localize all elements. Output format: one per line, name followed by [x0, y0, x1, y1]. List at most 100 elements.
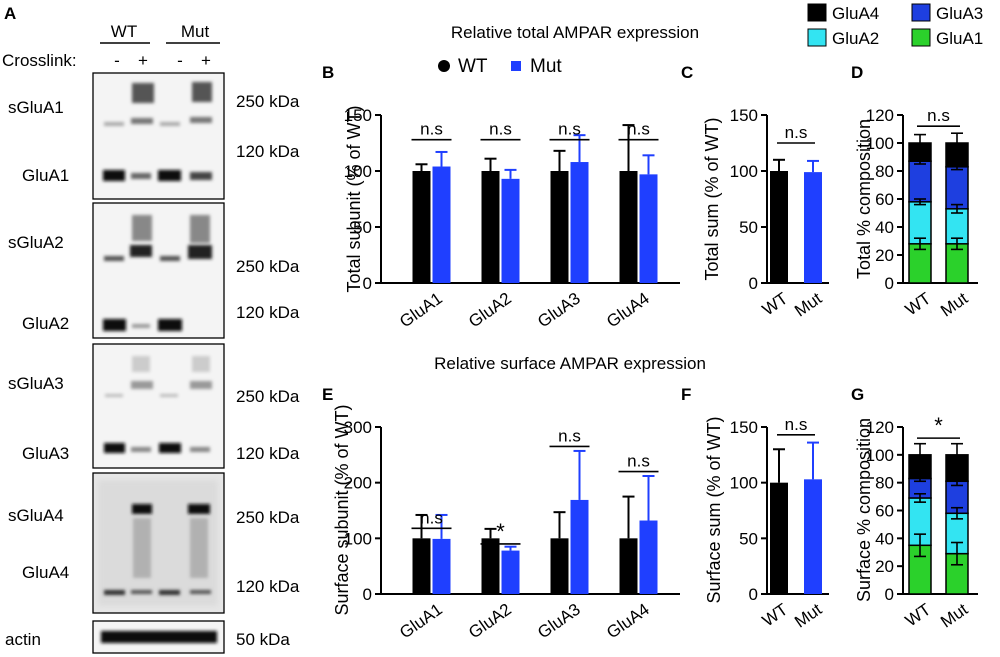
bar-mut — [804, 479, 822, 594]
blot-label: actin — [5, 630, 41, 649]
blot-label: GluA1 — [22, 166, 69, 185]
x-tick-label: GluA4 — [603, 600, 653, 643]
blot-marker: 250 kDa — [236, 92, 300, 111]
blot-label: GluA4 — [22, 563, 69, 582]
y-tick-label: 60 — [875, 190, 894, 209]
bar-mut — [804, 172, 822, 283]
panel-letter-c: C — [681, 63, 693, 82]
blot-band — [131, 590, 152, 594]
blot-band — [192, 356, 210, 372]
blot-marker: 250 kDa — [236, 387, 300, 406]
significance-label: * — [496, 519, 505, 544]
legend-wt-label: WT — [458, 56, 488, 77]
bar-wt-glua2 — [481, 171, 500, 283]
bar-wt-glua1 — [412, 538, 431, 594]
blot-band — [190, 172, 212, 180]
bar-wt-glua1 — [412, 171, 431, 283]
legend-glua4-swatch — [807, 3, 827, 22]
blot-band — [190, 215, 210, 243]
y-tick-label: 50 — [739, 218, 758, 237]
x-tick-label: GluA2 — [465, 289, 515, 332]
y-tick-label: 100 — [730, 474, 758, 493]
panel-letter-g: G — [851, 385, 864, 404]
y-tick-label: 0 — [885, 274, 894, 293]
blot-band — [132, 504, 152, 514]
panel-letter-d: D — [851, 63, 863, 82]
blot-label: sGluA1 — [8, 98, 64, 117]
blot-group-mut: Mut — [181, 22, 210, 41]
y-tick-label: 40 — [875, 218, 894, 237]
blot-band — [130, 245, 152, 257]
blot-smear — [133, 518, 151, 578]
x-tick-label: WT — [759, 289, 792, 320]
y-tick-label: 50 — [353, 218, 372, 237]
y-tick-label: 100 — [344, 162, 372, 181]
blot-band — [132, 356, 150, 372]
blot-band — [160, 256, 180, 261]
legend-wt-marker — [438, 60, 450, 72]
significance-label: n.s — [627, 452, 650, 471]
crosslink-mark: - — [177, 51, 183, 70]
blot-band — [188, 504, 210, 514]
bar-wt-glua2 — [481, 538, 500, 594]
significance-label: n.s — [785, 415, 808, 434]
blot-label: sGluA2 — [8, 233, 64, 252]
y-tick-label: 20 — [875, 557, 894, 576]
x-tick-label: GluA3 — [534, 289, 584, 332]
y-tick-label: 20 — [875, 246, 894, 265]
legend-glua2-swatch — [807, 28, 827, 47]
blot-strip-glua3: sGluA3 GluA3 250 kDa 120 kDa — [8, 343, 300, 469]
y-tick-label: 100 — [730, 162, 758, 181]
bar-wt — [770, 482, 788, 594]
significance-label: n.s — [927, 106, 950, 125]
significance-label: n.s — [558, 120, 581, 139]
y-axis-label: Surface sum (% of WT) — [704, 416, 724, 603]
blot-band — [104, 590, 125, 595]
blot-band — [158, 319, 182, 331]
bar-wt-glua4 — [619, 538, 638, 594]
y-tick-label: 80 — [875, 162, 894, 181]
blot-band — [104, 122, 124, 126]
y-tick-label: 100 — [866, 134, 894, 153]
y-tick-label: 0 — [749, 585, 758, 604]
legend-glua3-label: GluA3 — [936, 4, 983, 23]
blot-smear — [190, 518, 208, 578]
bar-wt-glua4 — [619, 171, 638, 283]
blot-label: GluA3 — [22, 444, 69, 463]
blot-band — [159, 590, 180, 595]
panel-letter-e: E — [322, 385, 333, 404]
x-tick-label: WT — [902, 289, 935, 320]
y-tick-label: 60 — [875, 502, 894, 521]
y-axis-label: Total sum (% of WT) — [702, 117, 722, 280]
blot-label: sGluA3 — [8, 374, 64, 393]
blot-band — [101, 631, 217, 643]
group-legend: WT Mut — [438, 56, 562, 77]
significance-label: n.s — [420, 508, 443, 527]
header-total: Relative total AMPAR expression — [451, 23, 699, 42]
bar-mut-glua4 — [639, 174, 658, 283]
bar-mut-glua4 — [639, 520, 658, 594]
blot-panel: A WT Mut Crosslink: - + - + sGluA1 — [2, 4, 300, 654]
blot-band — [131, 447, 151, 452]
blot-marker: 250 kDa — [236, 508, 300, 527]
panel-letter-a: A — [4, 4, 16, 23]
crosslink-mark: - — [114, 51, 120, 70]
x-tick-label: Mut — [937, 289, 971, 321]
blot-marker: 50 kDa — [236, 630, 290, 649]
x-tick-label: GluA2 — [465, 600, 515, 643]
blot-marker: 120 kDa — [236, 142, 300, 161]
y-axis-label: Surface % composition — [854, 418, 874, 602]
legend-glua4-label: GluA4 — [832, 4, 879, 23]
chart-b: 0 50 100 150 B Total subunit (% of WT) GluA1 n.… — [322, 63, 680, 331]
significance-label: n.s — [489, 120, 512, 139]
blot-band — [104, 443, 125, 453]
blot-band — [132, 83, 154, 103]
header-surface: Relative surface AMPAR expression — [434, 354, 706, 373]
blot-strip-glua1: sGluA1 GluA1 250 kDa 120 kDa — [8, 72, 300, 200]
crosslink-mark: + — [138, 51, 148, 70]
blot-band — [132, 324, 150, 328]
significance-label: n.s — [627, 120, 650, 139]
blot-band — [132, 215, 152, 241]
